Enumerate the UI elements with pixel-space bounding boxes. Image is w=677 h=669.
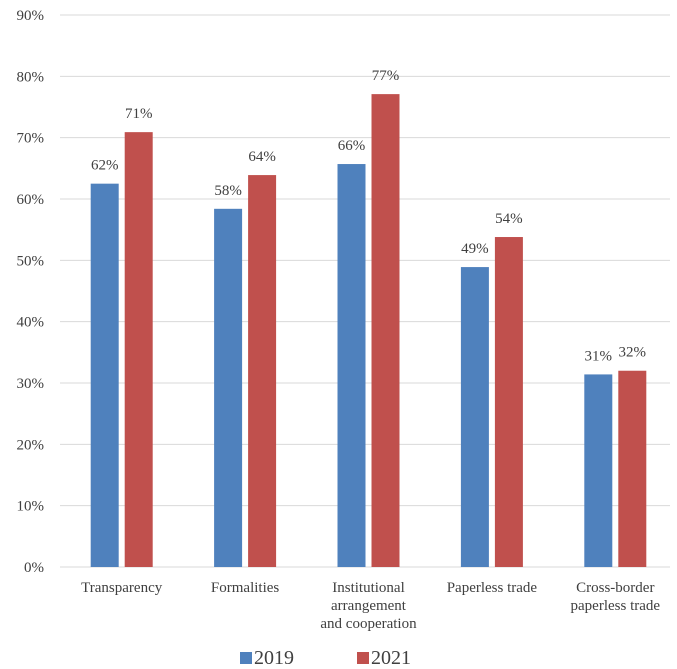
data-labels: 62% 71% 58% 64% 66% 77% 49% 54% 31% 32% (91, 68, 646, 364)
bar-2021 (371, 94, 400, 568)
data-label: 54% (495, 211, 523, 227)
y-tick-label: 90% (17, 8, 45, 24)
category-label: Institutional arrangement and cooperation (320, 580, 417, 632)
data-label: 49% (461, 241, 489, 257)
legend-label: 2021 (371, 647, 411, 669)
data-label: 64% (248, 149, 276, 165)
category-label: Cross-border paperless trade (571, 580, 661, 614)
bar-2019 (214, 208, 243, 567)
bar-2021 (618, 370, 647, 567)
y-tick-label: 40% (17, 315, 45, 331)
data-label: 71% (125, 106, 153, 122)
y-tick-label: 80% (17, 69, 45, 85)
y-tick-label: 20% (17, 437, 45, 453)
category-label: Transparency (81, 580, 163, 596)
y-tick-label: 60% (17, 192, 45, 208)
data-label: 77% (372, 68, 400, 84)
bar-2021 (248, 175, 277, 567)
data-label: 31% (585, 348, 613, 364)
y-tick-label: 0% (24, 560, 44, 576)
bar-2021 (494, 237, 523, 567)
data-label: 58% (214, 183, 242, 199)
bars (90, 94, 647, 568)
category-label: Formalities (211, 580, 279, 596)
data-label: 66% (338, 138, 366, 154)
legend-label: 2019 (254, 647, 294, 669)
category-label: Paperless trade (447, 580, 538, 596)
bar-2019 (460, 267, 489, 567)
bar-2019 (584, 374, 613, 567)
legend-swatch (240, 652, 252, 664)
data-label: 62% (91, 158, 119, 174)
legend-swatch (357, 652, 369, 664)
y-tick-label: 30% (17, 376, 45, 392)
bar-2019 (90, 183, 119, 567)
bar-2021 (124, 132, 153, 567)
y-tick-label: 50% (17, 253, 45, 269)
x-axis-categories: Transparency Formalities Institutional arra… (81, 580, 660, 632)
y-tick-label: 10% (17, 499, 45, 515)
data-label: 32% (619, 345, 647, 361)
y-axis-ticks: 0% 10% 20% 30% 40% 50% 60% 70% 80% 90% (17, 8, 45, 576)
y-tick-label: 70% (17, 131, 45, 147)
bar-2019 (337, 164, 366, 568)
legend: 2019 2021 (240, 647, 411, 669)
